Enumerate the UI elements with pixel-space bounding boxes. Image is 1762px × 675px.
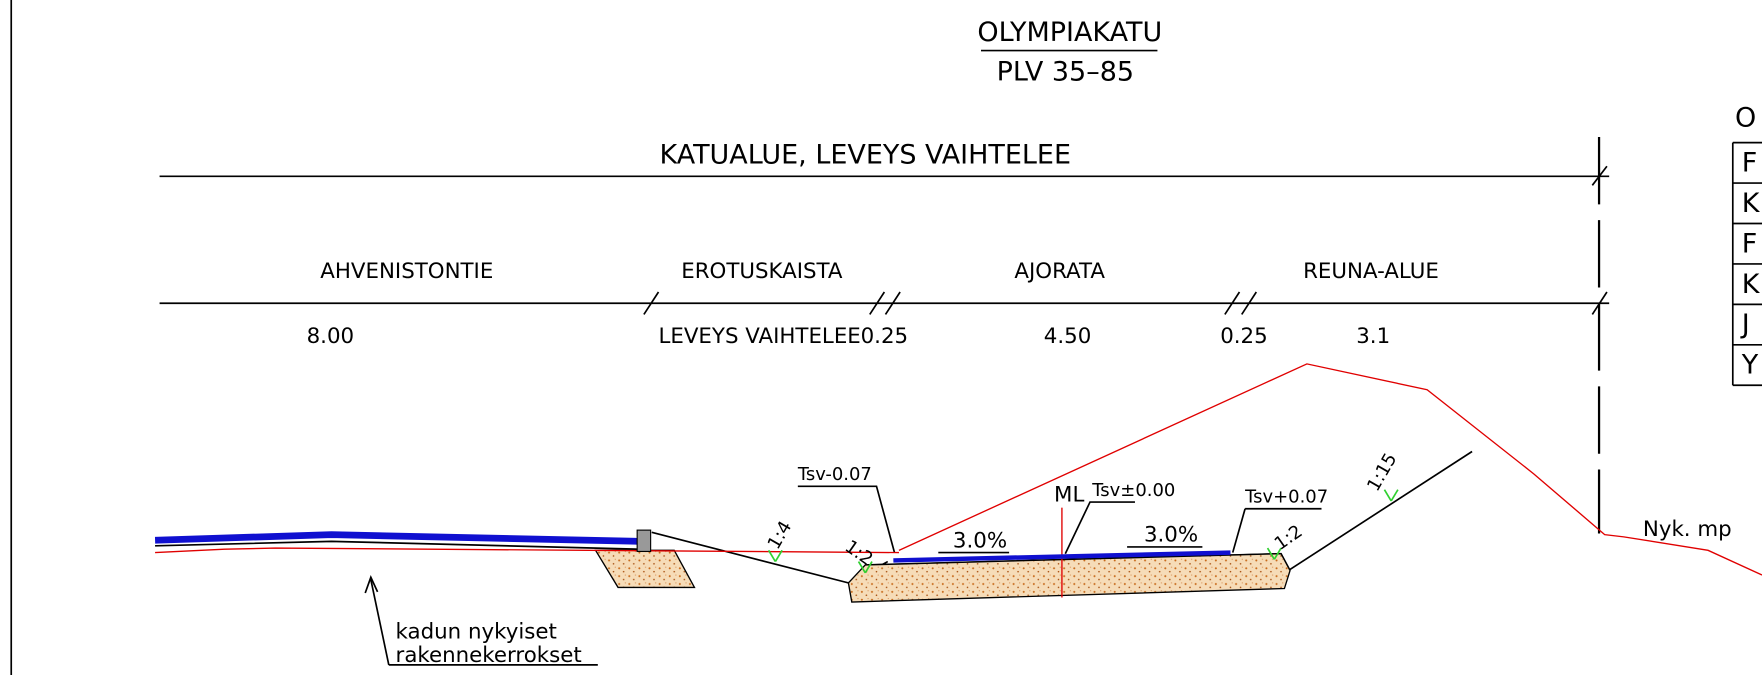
legend-row: J [1740,309,1750,340]
width-label: 3.1 [1356,324,1390,349]
legend-row: Y [1741,350,1759,381]
note: kadun nykyiset [396,619,557,644]
slope-ratio: 1:4 [764,517,797,553]
width-label: 4.50 [1044,324,1092,349]
section-label: REUNA-ALUE [1303,259,1439,284]
level-label: Tsv+0.07 [1244,487,1328,508]
slope-ratio: 1:15 [1363,450,1401,495]
legend-row: K [1742,188,1761,219]
note: rakennekerrokset [396,643,582,668]
page: {"header": {"title": "OLYMPIAKATU", "sub… [0,0,1762,675]
base-layer [596,550,695,587]
legend-title: O [1735,103,1756,134]
width-label: 0.25 [1220,324,1268,349]
section-label: AJORATA [1014,259,1105,284]
title: OLYMPIAKATU [977,17,1162,48]
section-label: AHVENISTONTIE [320,259,493,284]
section-label: EROTUSKAISTA [681,259,843,284]
curb [637,530,650,551]
width-label: 0.25 [861,324,909,349]
slope-label: 3.0% [1144,523,1198,548]
center-line-label: ML [1054,482,1084,507]
subtitle: PLV 35–85 [997,57,1134,88]
legend-row: F [1742,228,1758,259]
width-label: LEVEYS VAIHTELEE [658,324,860,349]
level-label: Tsv-0.07 [797,464,872,485]
slope-label: 3.0% [953,528,1007,553]
existing-ground-label: Nyk. mp [1643,517,1732,542]
slope-ratio: 1:2 [1271,521,1307,555]
width-label: 8.00 [307,324,355,349]
legend-row: F [1742,147,1758,178]
overall-dimension: KATUALUE, LEVEYS VAIHTELEE [660,140,1071,171]
existing-pavement [155,535,638,542]
drawing: OLYMPIAKATU PLV 35–85 KATUALUE, LEVEYS V… [0,0,1762,675]
legend-row: K [1742,269,1761,300]
level-label: Tsv±0.00 [1091,480,1175,501]
